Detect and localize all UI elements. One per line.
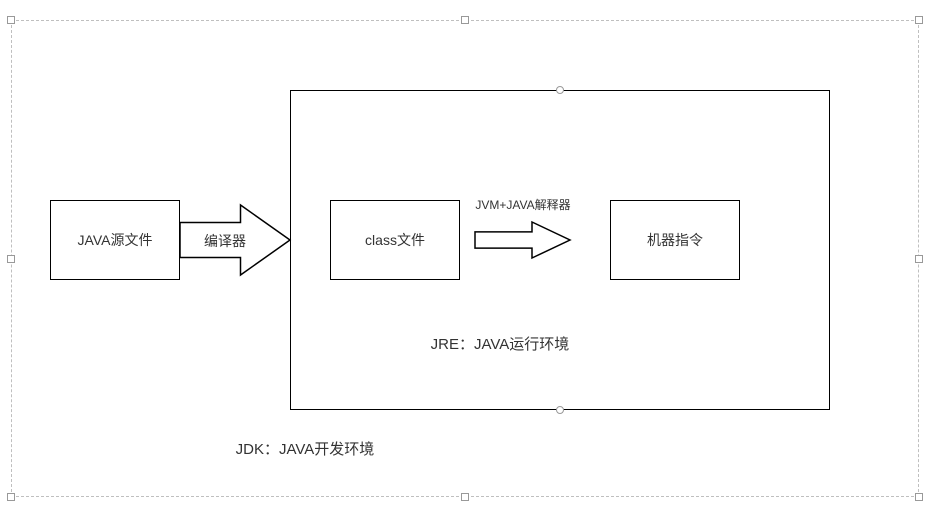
jdk-label: JDK：JAVA开发环境 [215, 440, 395, 460]
selection-handle-square[interactable] [461, 16, 469, 24]
class-file-box: class文件 [330, 200, 460, 280]
selection-handle-square[interactable] [7, 16, 15, 24]
selection-handle-circle[interactable] [556, 406, 564, 414]
selection-handle-circle[interactable] [556, 86, 564, 94]
selection-handle-square[interactable] [7, 255, 15, 263]
java-source-box: JAVA源文件 [50, 200, 180, 280]
diagram-canvas: JDK：JAVA开发环境 JRE：JAVA运行环境 JAVA源文件 class文… [0, 0, 931, 509]
compiler-arrow-label: 编译器 [195, 232, 255, 250]
machine-code-box: 机器指令 [610, 200, 740, 280]
selection-handle-square[interactable] [7, 493, 15, 501]
selection-handle-square[interactable] [915, 493, 923, 501]
selection-handle-square[interactable] [915, 16, 923, 24]
java-source-label: JAVA源文件 [78, 230, 153, 250]
interpreter-arrow-label: JVM+JAVA解释器 [468, 198, 578, 214]
selection-handle-square[interactable] [461, 493, 469, 501]
jre-label: JRE：JAVA运行环境 [400, 335, 600, 355]
machine-code-label: 机器指令 [647, 230, 703, 250]
selection-handle-square[interactable] [915, 255, 923, 263]
interpreter-arrow [475, 222, 570, 258]
class-file-label: class文件 [365, 230, 425, 250]
